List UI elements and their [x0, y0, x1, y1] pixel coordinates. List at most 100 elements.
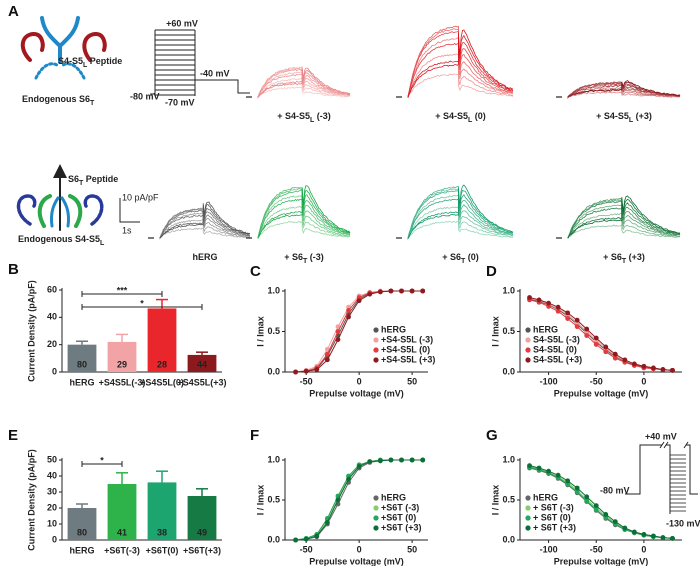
data-point [409, 457, 415, 463]
series-line [529, 299, 673, 371]
y-tick-label: 40 [47, 470, 57, 480]
subscript: L [629, 117, 634, 124]
data-point [574, 324, 580, 330]
text-part: (0) [465, 252, 479, 262]
bar [67, 508, 97, 540]
data-point [651, 365, 656, 371]
y-axis-label: I / Imax [255, 485, 265, 516]
data-point [584, 494, 590, 500]
data-point [622, 357, 628, 363]
data-point [641, 532, 647, 537]
legend-label: + S6T (0) [533, 512, 571, 522]
data-point [420, 288, 426, 294]
legend-marker [525, 495, 531, 501]
significance-label: * [100, 455, 104, 465]
inset-protocol [625, 444, 698, 514]
subscript: L [310, 117, 315, 124]
legend-label: S4-S5L (+3) [533, 354, 582, 364]
x-tick-label: -50 [300, 376, 313, 386]
current-trace [568, 91, 681, 98]
data-point [399, 457, 404, 463]
bar [107, 341, 137, 372]
current-trace [257, 67, 351, 98]
x-tick-label: +S4S5L(0) [140, 377, 184, 387]
y-tick-label: 0 [52, 534, 57, 544]
current-trace [159, 201, 251, 238]
y-tick-label: 1.0 [267, 454, 280, 464]
data-point [420, 457, 426, 463]
y-tick-label: 0.0 [502, 366, 515, 376]
data-point [546, 300, 551, 306]
current-trace [407, 25, 514, 97]
current-trace [159, 227, 251, 240]
text-part: (-3) [314, 111, 331, 121]
s6-helix [50, 196, 70, 228]
data-point [565, 310, 571, 316]
x-tick-label: 0 [641, 376, 646, 386]
data-point [565, 316, 571, 321]
data-point [377, 289, 383, 295]
trace-label: + S4-S5L (-3) [277, 111, 331, 124]
data-point [324, 520, 330, 525]
bar [187, 496, 217, 540]
data-point [536, 297, 542, 303]
subscript: L [83, 62, 88, 69]
subscript: T [461, 258, 466, 265]
current-trace [257, 185, 351, 239]
trace-label: + S4-S5L (0) [435, 111, 486, 124]
legend-marker [373, 495, 379, 501]
data-point [303, 536, 309, 542]
scale-time: 1s [122, 225, 132, 235]
legend-label: + S6T (-3) [533, 502, 574, 512]
y-axis-label: I / Imax [255, 316, 265, 347]
data-point [603, 344, 609, 350]
legend-marker [525, 515, 531, 521]
cartoon-label: Endogenous S4-S5L [18, 234, 105, 247]
legend-label: hERG [533, 492, 558, 502]
y-tick-label: 1.0 [502, 285, 515, 295]
legend-label: +S4-S5L (0) [381, 344, 430, 354]
x-tick-label: 50 [407, 544, 417, 554]
series-line [529, 297, 673, 371]
x-axis-label: Prepulse voltage (mV) [309, 388, 404, 398]
legend-marker [525, 505, 531, 511]
text-part: (+3) [633, 111, 652, 121]
x-tick-label: -100 [540, 544, 558, 554]
protocol-label: -70 mV [165, 97, 195, 107]
linker-dotted [34, 62, 86, 80]
y-tick-label: 20 [47, 502, 57, 512]
data-point [574, 317, 580, 323]
legend-label: +S6T (-3) [381, 502, 419, 512]
cartoon-top [20, 16, 107, 80]
n-label: 38 [157, 527, 167, 537]
data-point [660, 367, 666, 372]
trace-label: + S6T (+3) [603, 252, 645, 265]
cartoon-bottom [16, 164, 104, 231]
x-tick-label: -50 [590, 544, 603, 554]
x-axis-label: Prepulse voltage (mV) [554, 388, 649, 398]
trace-label: + S6T (-3) [284, 252, 324, 265]
y-axis-label: I / Imax [490, 485, 500, 516]
n-label: 41 [117, 527, 127, 537]
data-point [565, 478, 571, 484]
current-trace [407, 185, 514, 238]
y-axis-label: I / Imax [490, 316, 500, 347]
y-tick-label: 1.0 [502, 454, 515, 464]
current-trace [567, 79, 681, 99]
text-part: (+3) [626, 252, 645, 262]
x-tick-label: 0 [357, 544, 362, 554]
legend-marker [373, 347, 379, 353]
data-point [670, 536, 675, 541]
data-point [593, 507, 599, 512]
x-tick-label: +S4S5L(+3) [177, 377, 226, 387]
panel-label: B [8, 261, 19, 278]
data-point [399, 288, 404, 294]
linker-dashed [83, 194, 104, 226]
n-label: 80 [77, 527, 87, 537]
bar [67, 344, 97, 372]
x-axis-label: Prepulse voltage (mV) [309, 556, 404, 566]
current-trace [407, 30, 514, 97]
series-line [529, 465, 673, 539]
data-point [574, 485, 580, 491]
